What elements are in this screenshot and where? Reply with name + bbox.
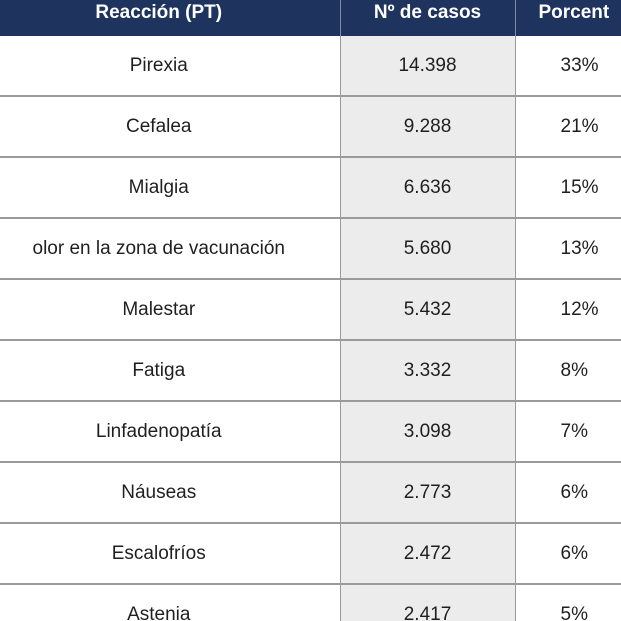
reaction-cell: Escalofríos: [0, 523, 341, 585]
percent-cell: 21%: [515, 96, 621, 158]
percent-cell: 6%: [515, 462, 621, 524]
reaction-cell: Pirexia: [0, 36, 341, 97]
reaction-cell: Fatiga: [0, 340, 341, 402]
table-header: Reacción (PT) Nº de casos Porcent: [0, 0, 621, 36]
percent-cell: 7%: [515, 401, 621, 463]
table-row: Fatiga 3.332 8%: [0, 340, 621, 402]
table-row: Mialgia 6.636 15%: [0, 157, 621, 219]
reaction-cell: Náuseas: [0, 462, 341, 524]
table-row: Pirexia 14.398 33%: [0, 36, 621, 97]
table-row: olor en la zona de vacunación 5.680 13%: [0, 218, 621, 280]
percent-cell: 33%: [515, 36, 621, 97]
header-percent: Porcent: [515, 0, 621, 36]
percent-cell: 5%: [515, 584, 621, 621]
cases-cell: 3.098: [340, 401, 516, 463]
percent-cell: 15%: [515, 157, 621, 219]
header-reaction: Reacción (PT): [0, 0, 341, 36]
table-row: Linfadenopatía 3.098 7%: [0, 401, 621, 463]
reaction-cell: Malestar: [0, 279, 341, 341]
cases-cell: 2.417: [340, 584, 516, 621]
cases-cell: 2.472: [340, 523, 516, 585]
table-row: Astenia 2.417 5%: [0, 584, 621, 621]
cases-cell: 5.432: [340, 279, 516, 341]
percent-cell: 12%: [515, 279, 621, 341]
table-row: Náuseas 2.773 6%: [0, 462, 621, 524]
reaction-cell: Linfadenopatía: [0, 401, 341, 463]
table-row: Escalofríos 2.472 6%: [0, 523, 621, 585]
table-row: Malestar 5.432 12%: [0, 279, 621, 341]
table-row: Cefalea 9.288 21%: [0, 96, 621, 158]
reaction-cell: Mialgia: [0, 157, 341, 219]
cases-cell: 2.773: [340, 462, 516, 524]
header-cases: Nº de casos: [340, 0, 516, 36]
cases-cell: 6.636: [340, 157, 516, 219]
cases-cell: 3.332: [340, 340, 516, 402]
reaction-cell: olor en la zona de vacunación: [0, 218, 341, 280]
percent-cell: 8%: [515, 340, 621, 402]
reaction-cell: Astenia: [0, 584, 341, 621]
table-body: Pirexia 14.398 33% Cefalea 9.288 21% Mia…: [0, 36, 621, 621]
percent-cell: 6%: [515, 523, 621, 585]
cases-cell: 5.680: [340, 218, 516, 280]
percent-cell: 13%: [515, 218, 621, 280]
cases-cell: 9.288: [340, 96, 516, 158]
reaction-cell: Cefalea: [0, 96, 341, 158]
cases-cell: 14.398: [340, 36, 516, 97]
header-row: Reacción (PT) Nº de casos Porcent: [0, 0, 621, 36]
